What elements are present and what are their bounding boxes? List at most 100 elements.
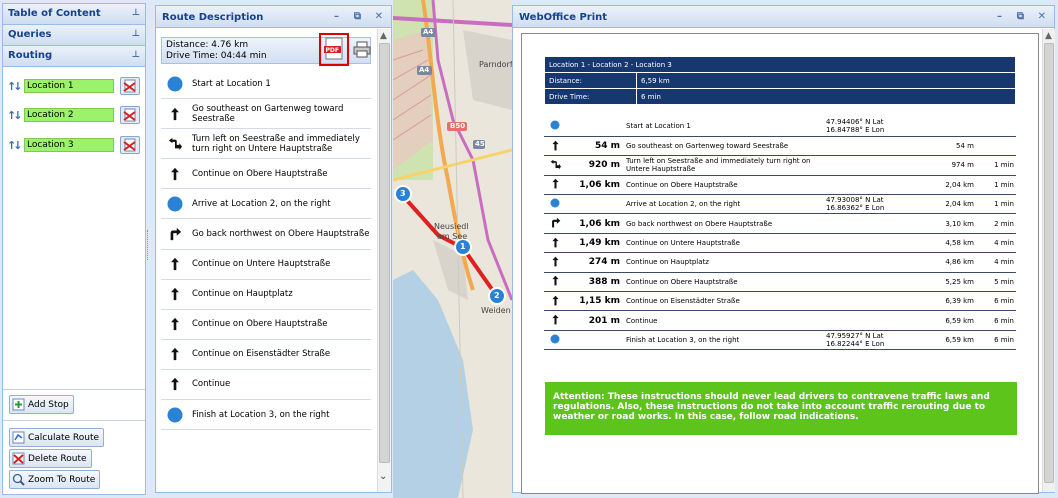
route-step[interactable]: Continue on Untere Hauptstraße: [161, 250, 371, 280]
route-step[interactable]: Continue on Obere Hauptstraße: [161, 159, 371, 190]
cell-text: Continue on Obere Hauptstraße: [624, 272, 824, 293]
cell-time: 1 min: [976, 175, 1016, 196]
location-row: ↑↓ Location 2: [7, 106, 140, 124]
scrollbar-thumb[interactable]: [1044, 43, 1054, 483]
add-stop-button[interactable]: Add Stop: [9, 395, 74, 414]
scroll-up-icon[interactable]: ▲: [1045, 31, 1052, 41]
cell-time: 6 min: [976, 330, 1016, 351]
location-dot-icon: [544, 117, 566, 137]
pin-icon[interactable]: ⊥: [131, 29, 140, 39]
location-2-input[interactable]: Location 2: [24, 108, 114, 122]
accordion-title: Table of Content: [8, 8, 101, 19]
turn-right-arrow-icon: [544, 213, 566, 234]
route-marker-1[interactable]: 1: [460, 242, 466, 251]
pin-icon[interactable]: ⊥: [131, 8, 140, 18]
map-label: Neusiedl: [434, 222, 469, 231]
printer-icon: [353, 41, 371, 58]
route-step[interactable]: Continue on Eisenstädter Straße: [161, 340, 371, 370]
step-text: Continue on Hauptplatz: [192, 289, 293, 300]
accordion-title: Routing: [8, 50, 53, 61]
route-step[interactable]: Go southeast on Gartenweg toward Seestra…: [161, 99, 371, 130]
cell-cum: 3,10 km: [934, 213, 976, 234]
scrollbar-thumb[interactable]: [379, 43, 390, 463]
route-marker-3[interactable]: 3: [400, 189, 406, 198]
cell-cum: 6,59 km: [934, 330, 976, 351]
instruction-row: 920 m Turn left on Seestraße and immediat…: [544, 155, 1016, 176]
distance-value: 6,59 km: [636, 72, 1016, 89]
button-label: Delete Route: [28, 453, 87, 464]
print-button[interactable]: [353, 40, 371, 61]
cell-coord: [824, 310, 934, 331]
scroll-up-icon[interactable]: ▲: [380, 31, 387, 41]
cell-dist: 1,06 km: [566, 213, 624, 234]
restore-icon[interactable]: ⧉: [353, 11, 361, 22]
map-label: Parndorf: [479, 60, 512, 69]
delete-location-button[interactable]: [120, 77, 140, 95]
step-text: Continue: [192, 379, 231, 390]
route-marker-2[interactable]: 2: [494, 291, 500, 300]
arrow-up-arrow-icon: [544, 233, 566, 254]
reorder-icon[interactable]: ↑↓: [7, 138, 22, 152]
route-step[interactable]: Arrive at Location 2, on the right: [161, 189, 371, 220]
calculate-route-button[interactable]: Calculate Route: [9, 428, 105, 447]
delete-location-button[interactable]: [120, 136, 140, 154]
accordion-routing[interactable]: Routing ⊥: [3, 46, 145, 67]
cell-text: Go back northwest on Obere Hauptstraße: [624, 213, 824, 234]
minimize-icon[interactable]: –: [997, 11, 1002, 22]
route-instructions-table: Start at Location 1 47.94406° N Lat 16.84…: [544, 117, 1016, 351]
panel-header: WebOffice Print – ⧉ ✕: [513, 6, 1054, 28]
map-view[interactable]: A4 A4 Parndorf B50 45 Neusiedl am See We…: [393, 0, 512, 498]
zoom-to-route-button[interactable]: Zoom To Route: [9, 470, 101, 489]
step-text: Arrive at Location 2, on the right: [192, 198, 331, 209]
route-step[interactable]: Continue: [161, 370, 371, 401]
close-icon[interactable]: ✕: [374, 11, 383, 22]
cell-cum: 4,58 km: [934, 233, 976, 254]
minimize-icon[interactable]: –: [334, 11, 339, 22]
cell-cum: 2,04 km: [934, 175, 976, 196]
step-text: Turn left on Seestraße and immediately t…: [192, 133, 360, 154]
location-3-input[interactable]: Location 3: [24, 138, 114, 152]
route-step[interactable]: Finish at Location 3, on the right: [161, 400, 371, 431]
delete-location-icon: [123, 138, 136, 152]
step-text: Continue on Untere Hauptstraße: [192, 259, 331, 270]
restore-icon[interactable]: ⧉: [1016, 11, 1024, 22]
reorder-icon[interactable]: ↑↓: [7, 108, 22, 122]
arrow-up-arrow-icon: [161, 377, 189, 391]
reorder-icon[interactable]: ↑↓: [7, 79, 22, 93]
cell-time: 1 min: [976, 155, 1016, 176]
pin-icon[interactable]: ⊥: [131, 50, 140, 60]
arrow-up-arrow-icon: [544, 136, 566, 157]
close-icon[interactable]: ✕: [1037, 11, 1046, 22]
splitter-handle[interactable]: [147, 230, 150, 260]
route-step[interactable]: Continue on Hauptplatz: [161, 280, 371, 310]
route-step[interactable]: Go back northwest on Obere Hauptstraße: [161, 219, 371, 250]
location-dot-icon: [544, 330, 566, 351]
accordion-queries[interactable]: Queries ⊥: [3, 25, 145, 46]
cell-text: Finish at Location 3, on the right: [624, 330, 824, 351]
cell-dist: 54 m: [566, 136, 624, 157]
map-canvas: [393, 0, 512, 498]
scroll-down-icon[interactable]: ⌄: [379, 471, 388, 482]
pdf-export-button[interactable]: PDF: [319, 33, 349, 66]
accordion-table-of-content[interactable]: Table of Content ⊥: [3, 4, 145, 25]
location-row: ↑↓ Location 3: [7, 136, 140, 154]
map-label: 45: [475, 140, 485, 148]
route-step[interactable]: Continue on Obere Hauptstraße: [161, 310, 371, 340]
cell-time: 1 min: [976, 194, 1016, 215]
map-label: B50: [450, 122, 466, 130]
scrollbar[interactable]: ▲ ⌄: [377, 29, 391, 492]
cell-text: Continue on Obere Hauptstraße: [624, 175, 824, 196]
route-header-table: Location 1 - Location 2 - Location 3 Dis…: [544, 56, 1016, 105]
panel-title: WebOffice Print: [519, 12, 608, 23]
delete-location-button[interactable]: [120, 106, 140, 124]
turn-left-right-arrow-icon: [161, 137, 189, 151]
pdf-icon: PDF: [324, 37, 343, 60]
route-step[interactable]: Turn left on Seestraße and immediately t…: [161, 129, 371, 160]
route-step[interactable]: Start at Location 1: [161, 69, 371, 100]
location-1-input[interactable]: Location 1: [24, 79, 114, 93]
cell-cum: 6,59 km: [934, 310, 976, 331]
instruction-row: 388 m Continue on Obere Hauptstraße 5,25 k…: [544, 272, 1016, 293]
divider: [3, 389, 145, 390]
delete-route-button[interactable]: Delete Route: [9, 449, 92, 468]
scrollbar[interactable]: ▲: [1042, 29, 1055, 492]
